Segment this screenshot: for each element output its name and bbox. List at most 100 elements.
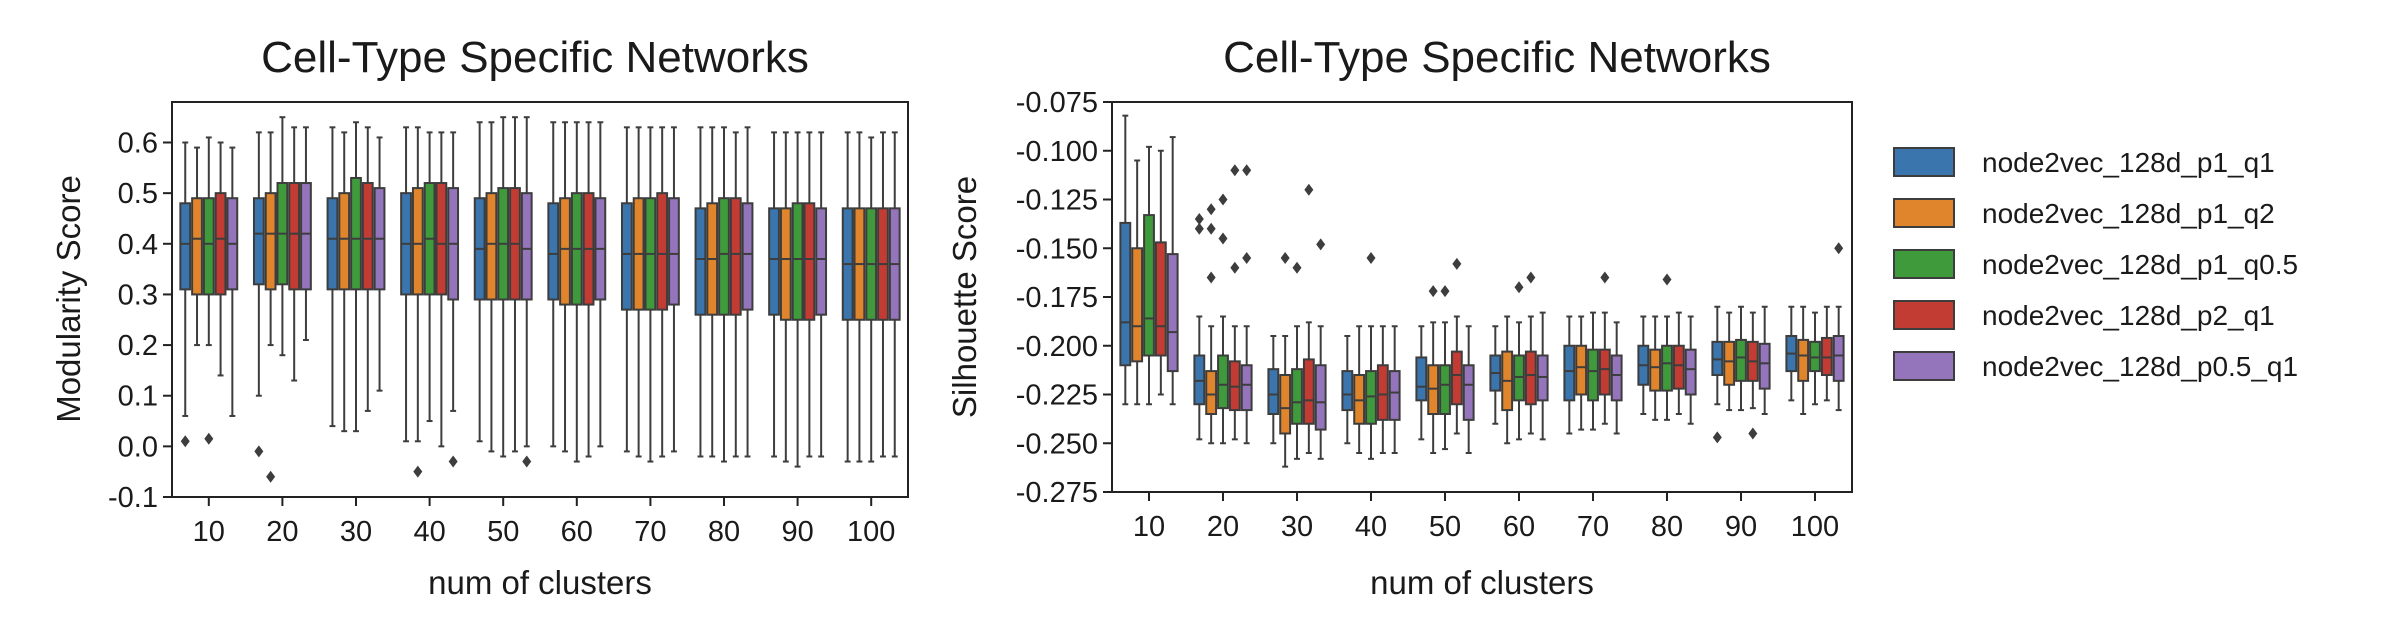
box-body (1205, 370, 1218, 416)
box-plot (706, 126, 719, 458)
y-tick-label: -0.1 (108, 482, 158, 514)
modularity-x-axis-label: num of clusters (428, 564, 652, 601)
modularity-chart-title: Cell-Type Specific Networks (261, 33, 809, 82)
box-plot (473, 121, 486, 443)
box-body (668, 197, 680, 306)
box-plot (1154, 149, 1167, 396)
box-body (326, 197, 339, 291)
box-plot (485, 121, 498, 453)
x-tick-label: 40 (1355, 511, 1387, 543)
outlier-point (1514, 281, 1524, 294)
y-tick-label: -0.225 (1016, 380, 1098, 412)
box-plot (1746, 311, 1759, 440)
box-body (1672, 344, 1685, 390)
box-plot (791, 131, 804, 468)
outlier-point (1292, 261, 1302, 274)
box-plot (1279, 252, 1292, 468)
box-plot (1427, 285, 1440, 454)
box-plot (547, 121, 560, 448)
modularity-boxes (179, 116, 901, 483)
outlier-point (1218, 193, 1228, 206)
box-plot (288, 126, 301, 382)
y-tick-label: 0.4 (118, 229, 158, 261)
box-body (1240, 364, 1253, 412)
box-plot (1661, 273, 1673, 421)
box-body (1797, 338, 1810, 382)
box-body (1832, 335, 1845, 382)
x-tick-label: 90 (1725, 511, 1757, 543)
box-plot (264, 131, 277, 483)
x-tick-label: 50 (487, 516, 519, 548)
outlier-point (1194, 213, 1204, 225)
box-plot (694, 126, 707, 458)
box-body (1291, 368, 1303, 425)
box-body (559, 197, 571, 306)
box-plot (1513, 281, 1525, 441)
box-plot (520, 116, 533, 468)
box-plot (1439, 285, 1451, 451)
box-plot (1415, 325, 1428, 441)
box-plot (841, 131, 854, 463)
box-plot (1563, 315, 1576, 435)
box-plot (1832, 242, 1845, 412)
box-body (214, 192, 227, 296)
box-plot (815, 131, 828, 458)
outlier-point (1242, 164, 1252, 177)
modularity-plot-frame (171, 101, 909, 498)
outlier-point (1316, 238, 1326, 251)
legend-item: node2vec_128d_p1_q0.5 (1893, 249, 2298, 280)
y-tick-label: 0.5 (118, 178, 158, 210)
y-tick-label: -0.075 (1016, 87, 1098, 119)
outlier-point (1712, 431, 1722, 444)
box-plot (497, 116, 510, 458)
y-tick-label: 0.2 (118, 330, 158, 362)
outlier-point (1834, 242, 1844, 255)
box-body (1143, 214, 1155, 357)
box-plot (202, 136, 215, 445)
x-tick-label: 100 (1791, 511, 1839, 543)
box-plot (1598, 271, 1611, 425)
box-body (1267, 368, 1280, 415)
outlier-point (1304, 183, 1314, 196)
box-body (202, 197, 215, 296)
box-plot (214, 141, 227, 377)
legend-swatch (1893, 300, 1955, 330)
box-plot (373, 136, 386, 392)
outlier-point (1600, 271, 1610, 284)
box-body (338, 192, 351, 291)
box-plot (1711, 305, 1724, 444)
y-tick-label: -0.200 (1016, 331, 1098, 363)
box-body (300, 182, 312, 291)
legend-label: node2vec_128d_p1_q0.5 (1982, 249, 2298, 280)
box-plot (741, 126, 754, 458)
box-body (1154, 241, 1167, 357)
y-tick-label: -0.150 (1016, 233, 1098, 265)
outlier-point (204, 432, 214, 445)
box-plot (559, 121, 571, 453)
box-plot (768, 131, 780, 458)
box-plot (594, 121, 607, 448)
box-body (350, 176, 362, 291)
box-body (1131, 247, 1144, 363)
outlier-point (1206, 203, 1216, 216)
box-plot (877, 131, 889, 458)
outlier-point (1194, 222, 1204, 235)
box-body (1587, 348, 1599, 402)
box-plot (1524, 271, 1537, 435)
outlier-point (1366, 252, 1376, 264)
x-tick-label: 10 (1133, 511, 1165, 543)
modularity-x-ticks: 10 20 30 40 50 60 70 80 90 100 (193, 497, 895, 548)
box-plot (1649, 315, 1662, 421)
box-plot (1267, 335, 1280, 445)
box-plot (423, 131, 436, 423)
box-plot (1240, 164, 1253, 445)
x-tick-label: 70 (634, 516, 666, 548)
box-plot (361, 126, 374, 412)
box-plot (644, 126, 657, 463)
box-plot (252, 131, 265, 458)
box-body (411, 187, 424, 296)
box-plot (1735, 305, 1747, 412)
outlier-point (1748, 427, 1758, 440)
box-body (1415, 356, 1428, 402)
box-plot (1462, 325, 1475, 454)
